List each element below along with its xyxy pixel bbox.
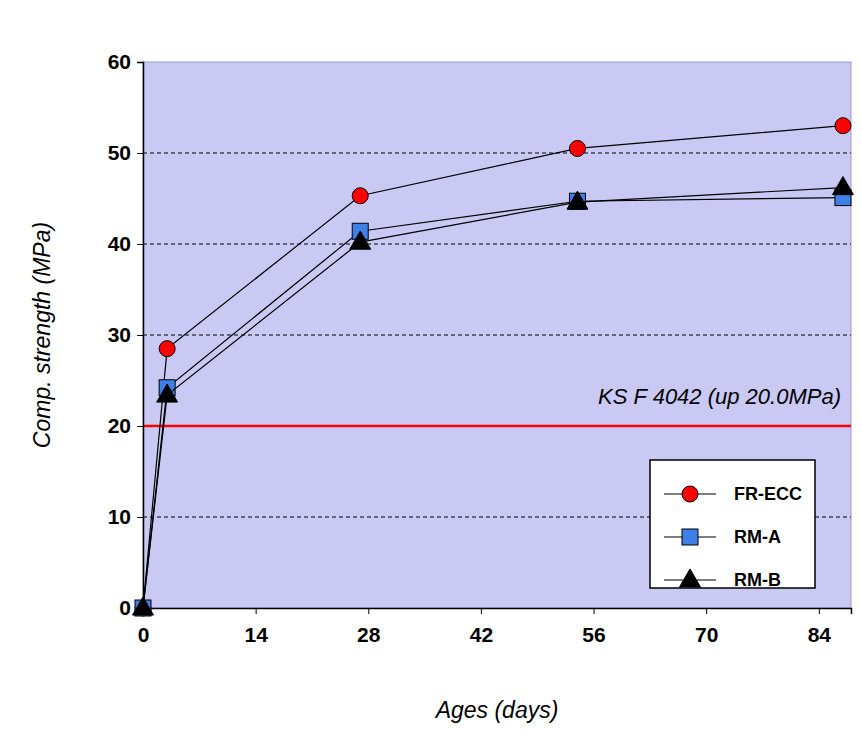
- grid-line: [143, 335, 851, 336]
- x-tick-mark: [256, 608, 257, 614]
- y-tick: 40: [108, 232, 143, 255]
- legend-marker: [682, 486, 698, 502]
- x-axis-title: Ages (days): [434, 697, 559, 723]
- data-point: [157, 384, 178, 402]
- x-tick-mark: [594, 608, 595, 614]
- y-tick: 60: [108, 50, 143, 73]
- x-tick: 14: [244, 608, 268, 646]
- y-tick-label: 40: [108, 232, 131, 255]
- x-tick-label: 0: [138, 623, 150, 646]
- annotation-text: KS F 4042 (up 20.0MPa): [598, 384, 841, 409]
- y-tick: 30: [108, 323, 143, 346]
- y-tick-mark: [137, 517, 143, 518]
- x-tick-mark: [819, 608, 820, 614]
- y-tick: 50: [108, 141, 143, 164]
- x-axis: 0 14 28 42 56 70 84: [138, 608, 852, 646]
- data-point: [352, 188, 368, 204]
- legend-label: RM-B: [734, 570, 781, 590]
- series-line: [143, 198, 843, 608]
- y-tick-label: 20: [108, 414, 131, 437]
- y-tick: 10: [108, 505, 143, 528]
- legend-label: FR-ECC: [734, 484, 802, 504]
- legend-marker: [682, 529, 698, 545]
- legend-label: RM-A: [734, 527, 781, 547]
- y-tick-mark: [137, 335, 143, 336]
- x-tick-label: 56: [582, 623, 605, 646]
- reference-line: [143, 425, 851, 428]
- data-point: [133, 597, 154, 615]
- plot: KS F 4042 (up 20.0MPa) 0 14 28 42 56 70 84 0 10 20…: [108, 50, 854, 646]
- y-tick-mark: [137, 426, 143, 427]
- x-tick-label: 84: [808, 623, 832, 646]
- legend: FR-ECC RM-A RM-B: [650, 460, 815, 590]
- y-tick: 20: [108, 414, 143, 437]
- legend-box: [650, 460, 815, 588]
- data-point: [159, 341, 175, 357]
- data-point: [835, 118, 851, 134]
- x-tick-mark: [368, 608, 369, 614]
- data-point: [350, 231, 371, 249]
- y-tick-label: 0: [119, 596, 131, 619]
- y-axis: 0 10 20 30 40 50 60: [108, 50, 144, 619]
- grid-line: [143, 426, 851, 427]
- x-tick: 70: [695, 608, 718, 646]
- y-axis-line: [137, 63, 144, 609]
- y-tick-label: 10: [108, 505, 131, 528]
- series-line: [143, 188, 843, 608]
- y-tick-label: 50: [108, 141, 131, 164]
- y-tick-mark: [137, 62, 143, 63]
- x-tick-label: 70: [695, 623, 718, 646]
- data-point: [832, 176, 853, 194]
- y-tick-mark: [137, 244, 143, 245]
- y-axis-title: Comp. strength (MPa): [29, 222, 55, 448]
- x-tick: 84: [808, 608, 832, 646]
- y-tick-label: 60: [108, 50, 131, 73]
- data-point: [567, 191, 588, 209]
- x-tick-mark: [481, 608, 482, 614]
- x-tick-label: 14: [244, 623, 268, 646]
- x-tick: 28: [357, 608, 381, 646]
- x-tick: 42: [470, 608, 493, 646]
- x-tick-label: 42: [470, 623, 493, 646]
- y-tick-label: 30: [108, 323, 131, 346]
- legend-marker: [680, 569, 701, 587]
- y-tick-mark: [137, 153, 143, 154]
- grid-line: [143, 244, 851, 245]
- x-tick: 56: [582, 608, 605, 646]
- grid-line: [143, 153, 851, 154]
- plot-background: [143, 62, 851, 608]
- x-tick-mark: [706, 608, 707, 614]
- series-line: [143, 126, 843, 608]
- data-point: [569, 140, 585, 156]
- x-axis-line: [144, 609, 852, 615]
- x-tick-label: 28: [357, 623, 381, 646]
- data-layer: [133, 118, 854, 616]
